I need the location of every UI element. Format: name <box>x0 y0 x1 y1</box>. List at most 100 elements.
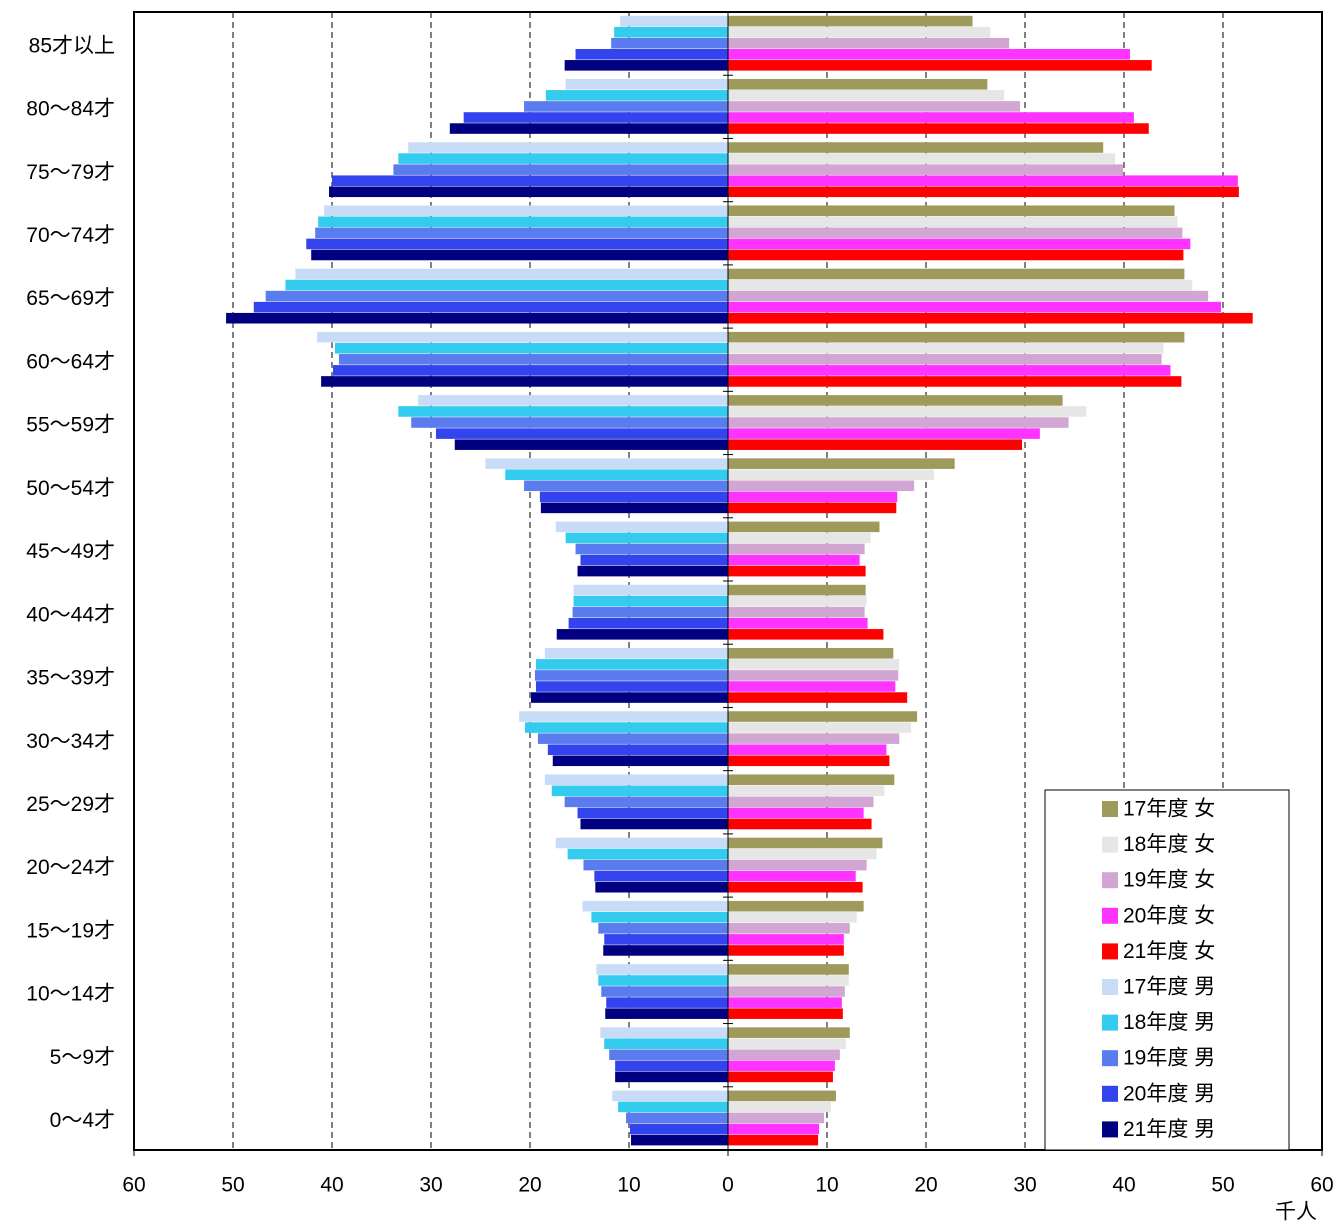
bar <box>728 870 856 882</box>
x-tick-label: 60 <box>1310 1174 1333 1197</box>
bar <box>728 79 988 90</box>
bar <box>596 964 728 975</box>
bar <box>728 859 867 871</box>
bar <box>728 1060 835 1072</box>
bar <box>728 249 1184 261</box>
bar <box>728 681 896 692</box>
bar <box>311 249 728 261</box>
bar <box>728 711 918 722</box>
bar <box>728 744 887 755</box>
bar <box>728 554 860 566</box>
bar <box>728 101 1021 112</box>
bar <box>295 268 728 280</box>
bar <box>418 395 728 406</box>
bar <box>575 48 728 60</box>
bar <box>728 395 1063 406</box>
bar <box>728 312 1253 324</box>
bar <box>728 670 899 681</box>
legend-label: 17年度 女 <box>1123 798 1215 821</box>
legend-box <box>1044 789 1290 1151</box>
bar <box>604 1038 728 1049</box>
bar <box>544 648 728 659</box>
bar <box>535 681 728 692</box>
bar <box>567 848 728 860</box>
bar <box>411 417 728 428</box>
legend-label: 18年度 男 <box>1123 1011 1215 1034</box>
x-axis-label: 千人 <box>1275 1201 1317 1224</box>
legend-swatch <box>1102 1050 1118 1067</box>
bar <box>485 458 728 469</box>
bar <box>728 543 865 555</box>
bar <box>604 934 728 945</box>
bar <box>728 911 857 923</box>
bar <box>463 112 728 123</box>
bar <box>285 279 728 291</box>
bar <box>398 153 728 164</box>
bar <box>728 164 1124 175</box>
bar <box>598 975 728 986</box>
bar <box>728 532 871 544</box>
bar <box>728 417 1069 428</box>
bar <box>728 659 900 670</box>
bar <box>728 881 863 893</box>
x-tick-label: 50 <box>221 1174 244 1197</box>
x-tick-label: 0 <box>722 1174 734 1197</box>
x-tick-label: 20 <box>914 1174 937 1197</box>
bar <box>728 90 1005 101</box>
bar <box>728 837 883 849</box>
bar <box>580 818 728 830</box>
bar <box>728 986 845 997</box>
y-tick-label: 55～59才 <box>26 414 115 437</box>
bar <box>728 1008 843 1019</box>
bar <box>728 1101 831 1113</box>
bar <box>315 227 728 239</box>
y-tick-label: 20～24才 <box>26 856 115 879</box>
bar <box>338 354 728 365</box>
legend-label: 20年度 女 <box>1123 904 1215 927</box>
y-tick-label: 10～14才 <box>26 983 115 1006</box>
bar <box>408 142 728 153</box>
bar <box>728 521 880 533</box>
bar <box>572 606 728 618</box>
bar <box>728 1027 850 1038</box>
bar <box>253 301 729 313</box>
bar <box>595 881 728 893</box>
bar <box>393 164 728 175</box>
bar <box>728 565 866 577</box>
bar <box>556 629 728 640</box>
y-tick-label: 45～49才 <box>26 540 115 563</box>
legend-label: 17年度 男 <box>1123 976 1215 999</box>
bar <box>728 112 1134 123</box>
legend-swatch <box>1102 943 1118 960</box>
bar <box>728 502 897 514</box>
bar <box>728 480 915 492</box>
y-tick-label: 75～79才 <box>26 161 115 184</box>
bar <box>728 722 912 733</box>
bar <box>629 1123 728 1135</box>
bar <box>334 342 728 354</box>
y-tick-label: 65～69才 <box>26 287 115 310</box>
bar <box>728 1123 820 1135</box>
bar <box>573 584 728 596</box>
y-tick-label: 50～54才 <box>26 477 115 500</box>
bar <box>728 153 1116 164</box>
bar <box>583 859 728 871</box>
bar <box>573 595 728 607</box>
bar <box>728 807 864 819</box>
bar <box>728 37 1010 49</box>
bar <box>728 648 894 659</box>
bar <box>544 774 728 786</box>
legend-swatch <box>1102 979 1118 995</box>
bar <box>728 1112 825 1124</box>
bar <box>454 439 728 450</box>
bar <box>575 543 728 555</box>
bar <box>435 428 728 439</box>
y-tick-label: 60～64才 <box>26 350 115 373</box>
bar <box>332 175 728 186</box>
bar <box>728 123 1149 134</box>
bar <box>630 1134 728 1146</box>
bar <box>324 205 728 217</box>
bar <box>318 216 728 228</box>
